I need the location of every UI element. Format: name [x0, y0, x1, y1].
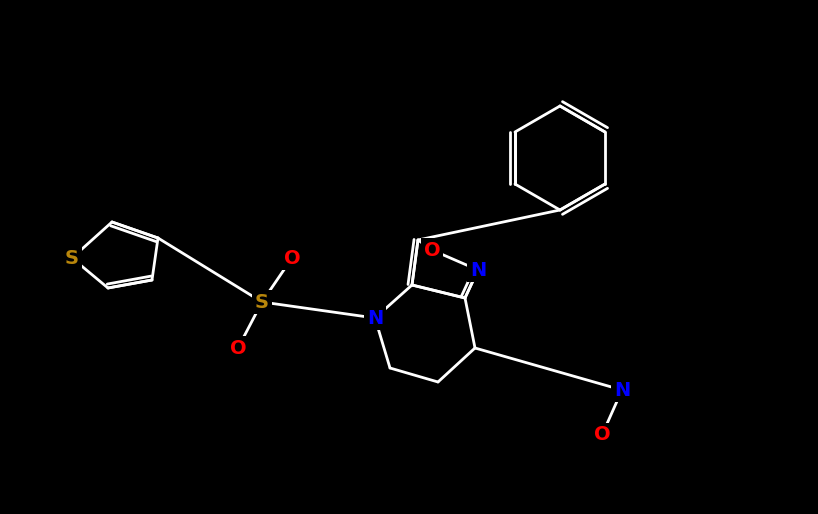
Text: O: O [424, 241, 440, 260]
Text: N: N [470, 261, 486, 280]
Text: N: N [614, 380, 630, 399]
Text: O: O [594, 426, 610, 445]
Text: S: S [255, 292, 269, 311]
Text: N: N [367, 308, 383, 327]
Text: S: S [65, 248, 79, 267]
Text: O: O [230, 339, 246, 358]
Text: O: O [284, 248, 300, 267]
